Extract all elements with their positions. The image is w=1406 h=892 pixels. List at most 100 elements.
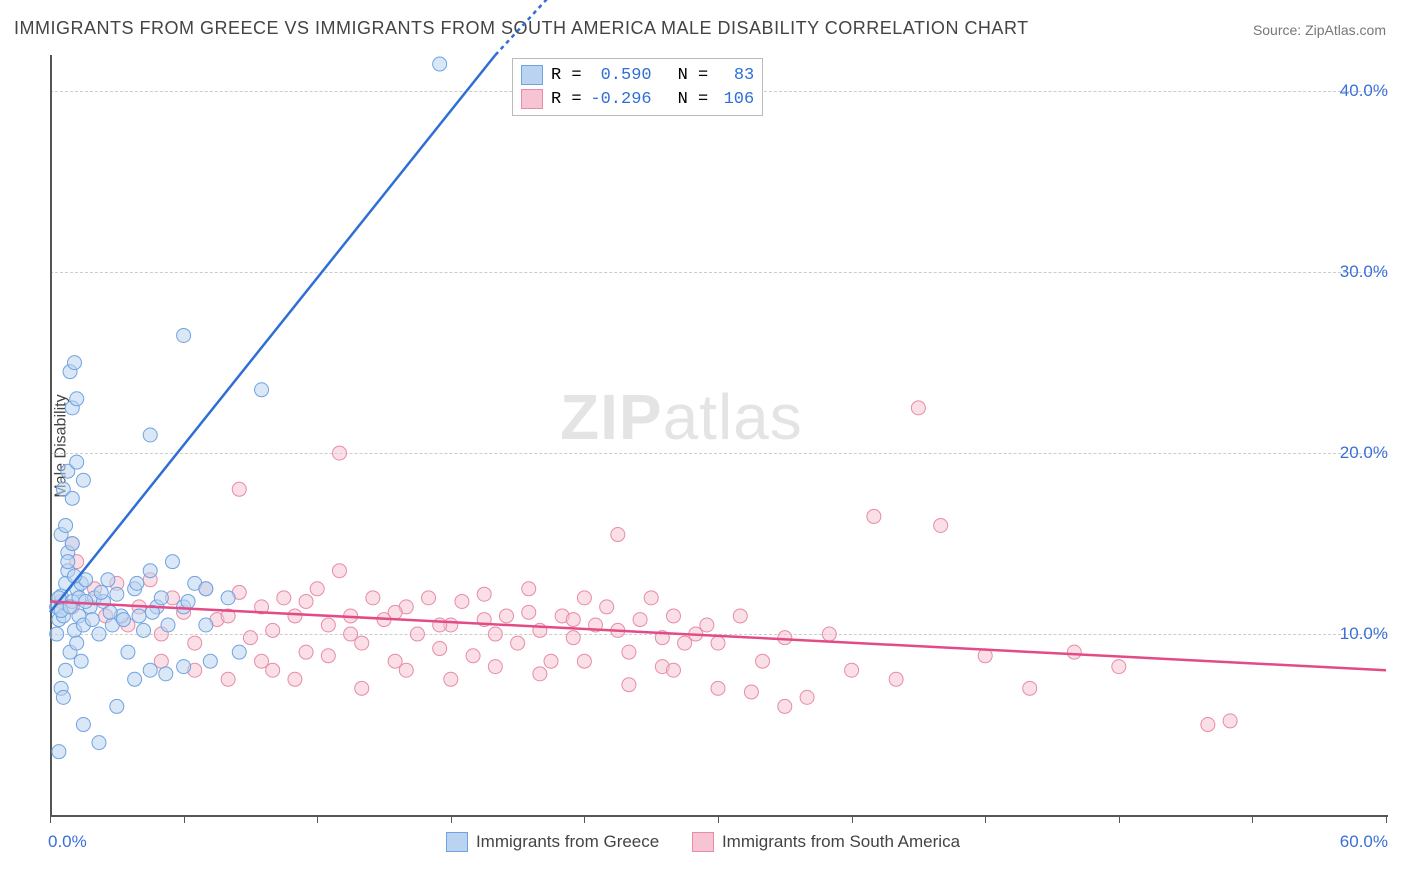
scatter-point [181, 594, 195, 608]
scatter-point [633, 613, 647, 627]
stats-r-greece: 0.590 [590, 66, 652, 85]
scatter-point [65, 491, 79, 505]
scatter-point [744, 685, 758, 699]
scatter-point [889, 672, 903, 686]
scatter-point [711, 681, 725, 695]
scatter-point [161, 618, 175, 632]
scatter-point [74, 654, 88, 668]
scatter-point [79, 594, 93, 608]
legend-swatch-sa [692, 832, 714, 852]
scatter-point [388, 605, 402, 619]
chart-container: IMMIGRANTS FROM GREECE VS IMMIGRANTS FRO… [0, 0, 1406, 892]
scatter-point [1067, 645, 1081, 659]
scatter-point [611, 528, 625, 542]
scatter-point [666, 663, 680, 677]
scatter-point [70, 636, 84, 650]
trend-line [50, 55, 495, 612]
legend-swatch-greece [446, 832, 468, 852]
scatter-point [911, 401, 925, 415]
stats-swatch-sa [521, 89, 543, 109]
scatter-point [366, 591, 380, 605]
scatter-point [232, 645, 246, 659]
stats-swatch-greece [521, 65, 543, 85]
scatter-point [934, 518, 948, 532]
stats-r-label-2: R = [551, 90, 582, 109]
scatter-point [321, 649, 335, 663]
scatter-point [822, 627, 836, 641]
scatter-point [92, 736, 106, 750]
source-attribution: Source: ZipAtlas.com [1253, 22, 1386, 38]
scatter-point [778, 699, 792, 713]
legend-label-sa: Immigrants from South America [722, 832, 960, 852]
scatter-point [433, 57, 447, 71]
scatter-point [566, 631, 580, 645]
scatter-point [600, 600, 614, 614]
scatter-point [221, 672, 235, 686]
scatter-point [477, 587, 491, 601]
scatter-point [159, 667, 173, 681]
scatter-point [199, 582, 213, 596]
scatter-point [711, 636, 725, 650]
stats-row-greece: R = 0.590 N = 83 [521, 63, 754, 87]
legend-label-greece: Immigrants from Greece [476, 832, 659, 852]
scatter-point [566, 613, 580, 627]
scatter-point [70, 455, 84, 469]
scatter-point [56, 690, 70, 704]
scatter-plot-svg [50, 55, 1386, 815]
scatter-point [399, 663, 413, 677]
legend: Immigrants from Greece Immigrants from S… [0, 832, 1406, 857]
scatter-point [522, 582, 536, 596]
scatter-point [544, 654, 558, 668]
scatter-point [577, 591, 591, 605]
scatter-point [266, 623, 280, 637]
stats-r-label: R = [551, 66, 582, 85]
scatter-point [321, 618, 335, 632]
scatter-point [1201, 718, 1215, 732]
scatter-point [110, 587, 124, 601]
stats-box: R = 0.590 N = 83 R = -0.296 N = 106 [512, 58, 763, 116]
chart-title: IMMIGRANTS FROM GREECE VS IMMIGRANTS FRO… [14, 18, 1029, 39]
scatter-point [243, 631, 257, 645]
scatter-point [666, 609, 680, 623]
scatter-point [132, 609, 146, 623]
scatter-point [299, 594, 313, 608]
scatter-point [76, 718, 90, 732]
scatter-point [1223, 714, 1237, 728]
scatter-point [533, 667, 547, 681]
scatter-point [277, 591, 291, 605]
scatter-point [332, 564, 346, 578]
scatter-point [199, 618, 213, 632]
stats-n-sa: 106 [716, 90, 754, 109]
scatter-point [1023, 681, 1037, 695]
scatter-point [455, 594, 469, 608]
scatter-point [511, 636, 525, 650]
scatter-point [733, 609, 747, 623]
scatter-point [50, 627, 64, 641]
scatter-point [76, 473, 90, 487]
scatter-point [288, 672, 302, 686]
scatter-point [845, 663, 859, 677]
scatter-point [59, 663, 73, 677]
scatter-point [255, 654, 269, 668]
scatter-point [1112, 660, 1126, 674]
scatter-point [355, 681, 369, 695]
legend-item-greece: Immigrants from Greece [446, 832, 659, 852]
scatter-point [143, 564, 157, 578]
scatter-point [410, 627, 424, 641]
scatter-point [188, 636, 202, 650]
scatter-point [177, 660, 191, 674]
stats-r-sa: -0.296 [590, 90, 652, 109]
scatter-point [103, 605, 117, 619]
scatter-point [332, 446, 346, 460]
scatter-point [177, 328, 191, 342]
scatter-point [59, 518, 73, 532]
scatter-point [756, 654, 770, 668]
scatter-point [116, 613, 130, 627]
scatter-point [232, 482, 246, 496]
scatter-point [255, 383, 269, 397]
scatter-point [622, 645, 636, 659]
stats-n-greece: 83 [716, 66, 754, 85]
scatter-point [137, 623, 151, 637]
scatter-point [466, 649, 480, 663]
scatter-point [800, 690, 814, 704]
